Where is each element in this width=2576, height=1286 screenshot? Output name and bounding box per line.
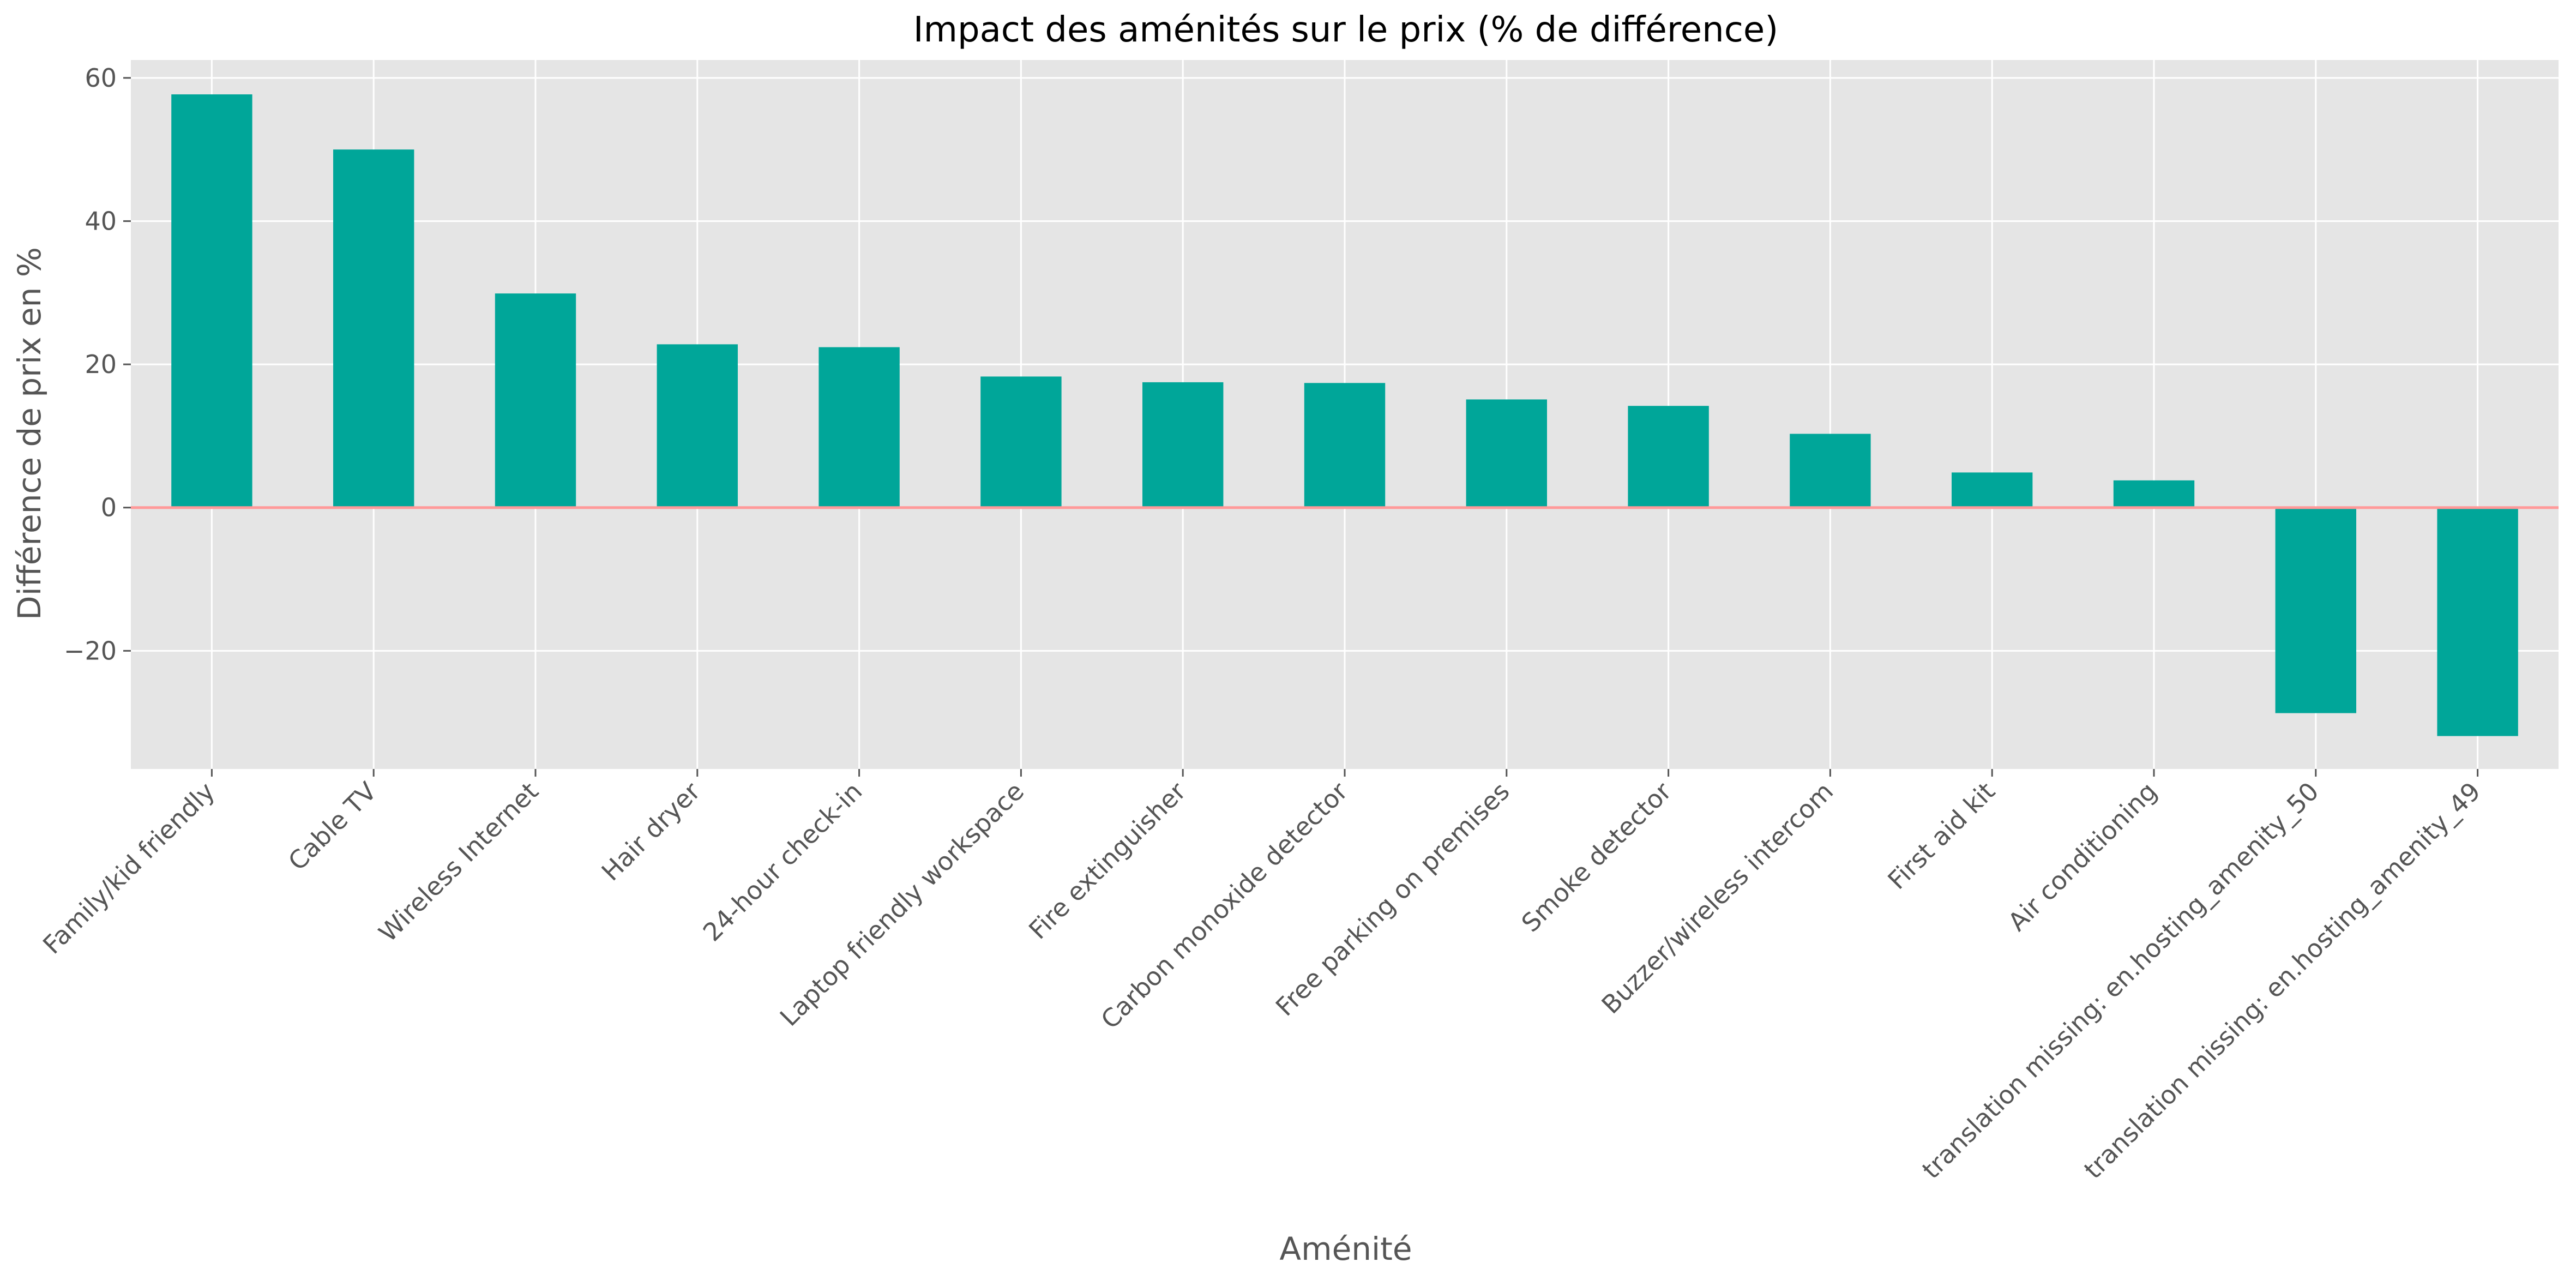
y-tick-label: 20 — [85, 350, 117, 379]
x-tick-label: First aid kit — [1882, 777, 2001, 896]
x-tick-label: Family/kid friendly — [37, 777, 220, 960]
bar — [2275, 507, 2356, 713]
y-tick-label: 40 — [85, 206, 117, 236]
y-tick-label: −20 — [64, 636, 117, 665]
chart-title: Impact des aménités sur le prix (% de di… — [913, 10, 1779, 50]
x-tick-label: Wireless Internet — [373, 777, 544, 948]
bar — [171, 94, 252, 508]
x-tick-label: Cable TV — [282, 776, 382, 876]
bar — [495, 293, 576, 508]
x-tick-label: Air conditioning — [2002, 777, 2163, 937]
bar — [818, 347, 900, 508]
bar — [1304, 383, 1386, 508]
bar — [980, 376, 1062, 508]
x-tick-label: Fire extinguisher — [1023, 777, 1191, 945]
bar — [1952, 472, 2033, 508]
y-tick-label: 0 — [101, 493, 117, 522]
y-axis-label: Différence de prix en % — [11, 247, 48, 620]
bar — [2437, 507, 2518, 736]
bar — [1790, 434, 1871, 508]
y-tick-label: 60 — [85, 63, 117, 93]
bar — [1142, 382, 1224, 508]
bar — [2113, 480, 2195, 508]
bar — [657, 344, 738, 508]
x-tick-label: 24-hour check-in — [697, 777, 868, 947]
x-tick-label: Smoke detector — [1516, 777, 1677, 938]
bar — [333, 149, 414, 508]
bar — [1628, 406, 1709, 508]
x-tick-label: Hair dryer — [596, 777, 706, 887]
x-axis-label: Aménité — [1279, 1230, 1412, 1267]
bar — [1466, 399, 1547, 508]
